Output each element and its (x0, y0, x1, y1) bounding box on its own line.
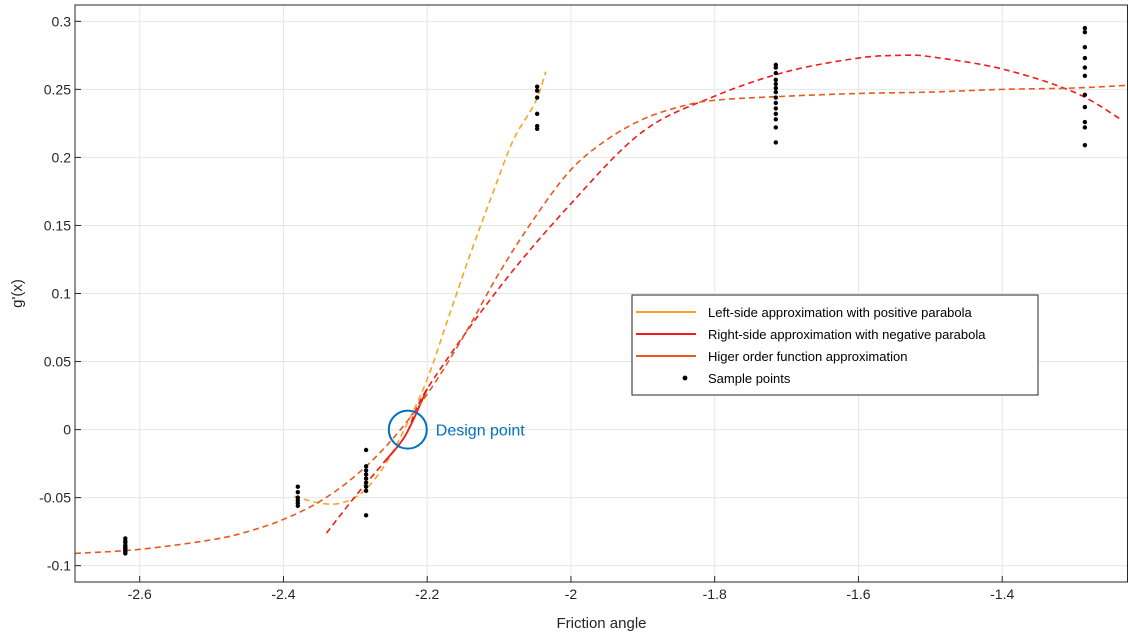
y-tick-label: 0.2 (52, 149, 72, 165)
sample-point (295, 484, 301, 489)
series-right-side-approximation-with-negative-parabola (325, 54, 1122, 534)
sample-point (773, 117, 779, 122)
sample-point (534, 123, 540, 129)
sample-point (534, 95, 540, 100)
sample-point (773, 111, 779, 117)
sample-point (773, 81, 779, 87)
sample-point (363, 464, 369, 469)
sample-point (363, 480, 369, 485)
y-tick-label: 0.3 (52, 13, 72, 29)
design-point-circle (387, 409, 428, 450)
y-tick-label: 0.25 (44, 81, 71, 97)
series-line (75, 84, 1128, 555)
sample-point (1082, 119, 1088, 125)
sample-point (123, 551, 128, 556)
sample-point (534, 88, 540, 93)
legend-entry-sample-points: Sample points (682, 371, 791, 386)
x-tick-label: -2.4 (271, 586, 295, 602)
sample-point (773, 62, 779, 68)
sample-point (1082, 73, 1088, 78)
sample-point (534, 111, 540, 117)
legend: Left-side approximation with positive pa… (631, 294, 1039, 396)
series-line (325, 54, 1122, 534)
series-solid-segment (383, 388, 429, 463)
y-tick-label: 0.05 (44, 354, 71, 370)
sample-point (363, 476, 369, 481)
sample-point (1082, 44, 1088, 50)
sample-point (773, 106, 779, 111)
design-point-annotation: Design point (387, 409, 526, 450)
sample-point (1082, 30, 1088, 35)
sample-point (773, 125, 779, 130)
legend-label: Higer order function approximation (708, 349, 907, 364)
series-higer-order-function-approximation (75, 84, 1128, 555)
sample-point (1082, 25, 1088, 31)
x-axis-label: Friction angle (556, 615, 646, 632)
sample-point (295, 503, 301, 508)
x-tick-label: -1.4 (990, 586, 1014, 602)
series-line (294, 71, 547, 505)
sample-point (773, 100, 779, 106)
y-axis-label: g'(x) (9, 279, 26, 308)
legend-box (631, 294, 1039, 396)
sample-point (773, 77, 779, 83)
x-axis-ticks: -2.6 -2.4 -2.2 -2 -1.8 -1.6 -1.4 (128, 576, 1014, 602)
sample-point (773, 89, 779, 95)
sample-point (773, 95, 779, 100)
sample-point (295, 489, 301, 495)
legend-label: Right-side approximation with negative p… (708, 327, 986, 342)
design-point-label: Design point (436, 423, 526, 440)
sample-point (773, 140, 779, 145)
sample-point (363, 488, 369, 494)
y-tick-label: -0.05 (39, 490, 71, 506)
y-tick-label: -0.1 (47, 558, 71, 574)
sample-point (773, 85, 779, 91)
y-axis-ticks: -0.1 -0.05 0 0.05 0.1 0.15 0.2 0.25 0.3 (39, 13, 81, 574)
x-tick-label: -2.2 (415, 586, 439, 602)
x-tick-label: -2.6 (128, 586, 152, 602)
legend-label: Left-side approximation with positive pa… (708, 305, 973, 320)
legend-entry-higer-order-function-approximation: Higer order function approximation (636, 349, 907, 364)
legend-entry-right-side-approximation-with-negative-parabola: Right-side approximation with negative p… (636, 327, 986, 342)
series-sample-points (123, 25, 1088, 556)
plot-series (75, 25, 1128, 556)
sample-point (363, 447, 369, 453)
sample-point (1082, 55, 1088, 61)
sample-point (363, 472, 369, 477)
sample-point (1082, 125, 1088, 130)
sample-point (1082, 104, 1088, 110)
sample-point (534, 84, 540, 89)
y-tick-label: 0 (63, 422, 71, 438)
x-tick-label: -1.8 (703, 586, 727, 602)
sample-point (363, 513, 369, 518)
sample-point (363, 468, 369, 473)
x-tick-label: -2 (565, 586, 578, 602)
sample-point (1082, 92, 1088, 98)
y-tick-label: 0.15 (44, 217, 71, 233)
x-tick-label: -1.6 (846, 586, 870, 602)
sample-point (1082, 65, 1088, 70)
sample-point (363, 484, 369, 489)
legend-marker (682, 375, 688, 381)
series-left-side-approximation-with-positive-parabola (294, 71, 547, 505)
y-tick-label: 0.1 (52, 286, 72, 302)
legend-label: Sample points (708, 371, 791, 386)
sample-point (1082, 142, 1088, 148)
sample-point (773, 70, 779, 76)
legend-entry-left-side-approximation-with-positive-parabola: Left-side approximation with positive pa… (636, 305, 973, 320)
